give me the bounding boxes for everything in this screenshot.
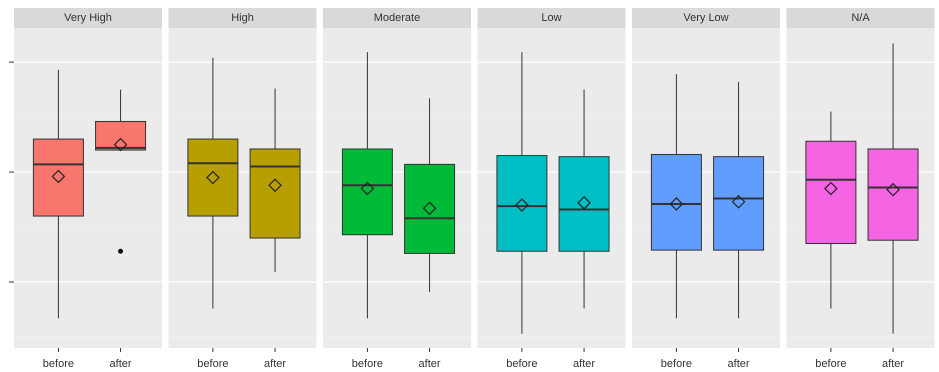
x-tick-label: before bbox=[661, 358, 692, 370]
x-tick-label: after bbox=[264, 358, 286, 370]
mean-marker bbox=[360, 181, 375, 196]
x-tick-label: before bbox=[352, 358, 383, 370]
strip bbox=[323, 8, 471, 28]
box bbox=[496, 155, 548, 252]
box bbox=[341, 148, 393, 236]
box bbox=[187, 138, 239, 217]
x-tick-label: after bbox=[573, 358, 595, 370]
box bbox=[558, 156, 610, 252]
box bbox=[805, 140, 857, 245]
box bbox=[713, 156, 765, 251]
strip bbox=[14, 8, 162, 28]
box bbox=[867, 148, 919, 241]
strip bbox=[477, 8, 626, 28]
mean-marker bbox=[669, 197, 684, 211]
mean-marker bbox=[886, 182, 900, 197]
facet-title: Very High bbox=[64, 12, 112, 24]
x-tick-label: after bbox=[110, 358, 132, 370]
x-tick-label: before bbox=[506, 358, 537, 370]
strip bbox=[786, 8, 935, 28]
box bbox=[95, 120, 147, 151]
mean-marker bbox=[515, 198, 529, 212]
x-tick-label: after bbox=[419, 358, 441, 370]
box bbox=[249, 148, 301, 239]
mean-marker bbox=[268, 178, 282, 193]
strip bbox=[632, 8, 780, 28]
x-tick-label: after bbox=[882, 358, 904, 370]
outlier bbox=[118, 248, 124, 254]
mean-marker bbox=[731, 194, 746, 209]
mean-marker bbox=[113, 137, 128, 152]
x-tick-label: before bbox=[197, 358, 228, 370]
mean-marker bbox=[422, 201, 437, 216]
x-tick-label: after bbox=[728, 358, 750, 370]
facet-title: N/A bbox=[851, 12, 870, 24]
box bbox=[32, 138, 84, 217]
mean-marker bbox=[824, 181, 838, 196]
facet-title: Moderate bbox=[374, 12, 420, 24]
box bbox=[404, 163, 456, 254]
mean-marker bbox=[51, 169, 66, 184]
facet-title: High bbox=[231, 12, 254, 24]
facet-title: Very Low bbox=[683, 12, 728, 24]
mean-marker bbox=[577, 195, 591, 210]
strip bbox=[168, 8, 317, 28]
mean-marker bbox=[206, 170, 220, 185]
x-tick-label: before bbox=[815, 358, 846, 370]
facet-title: Low bbox=[541, 12, 561, 24]
x-tick-label: before bbox=[43, 358, 74, 370]
box bbox=[650, 153, 702, 251]
